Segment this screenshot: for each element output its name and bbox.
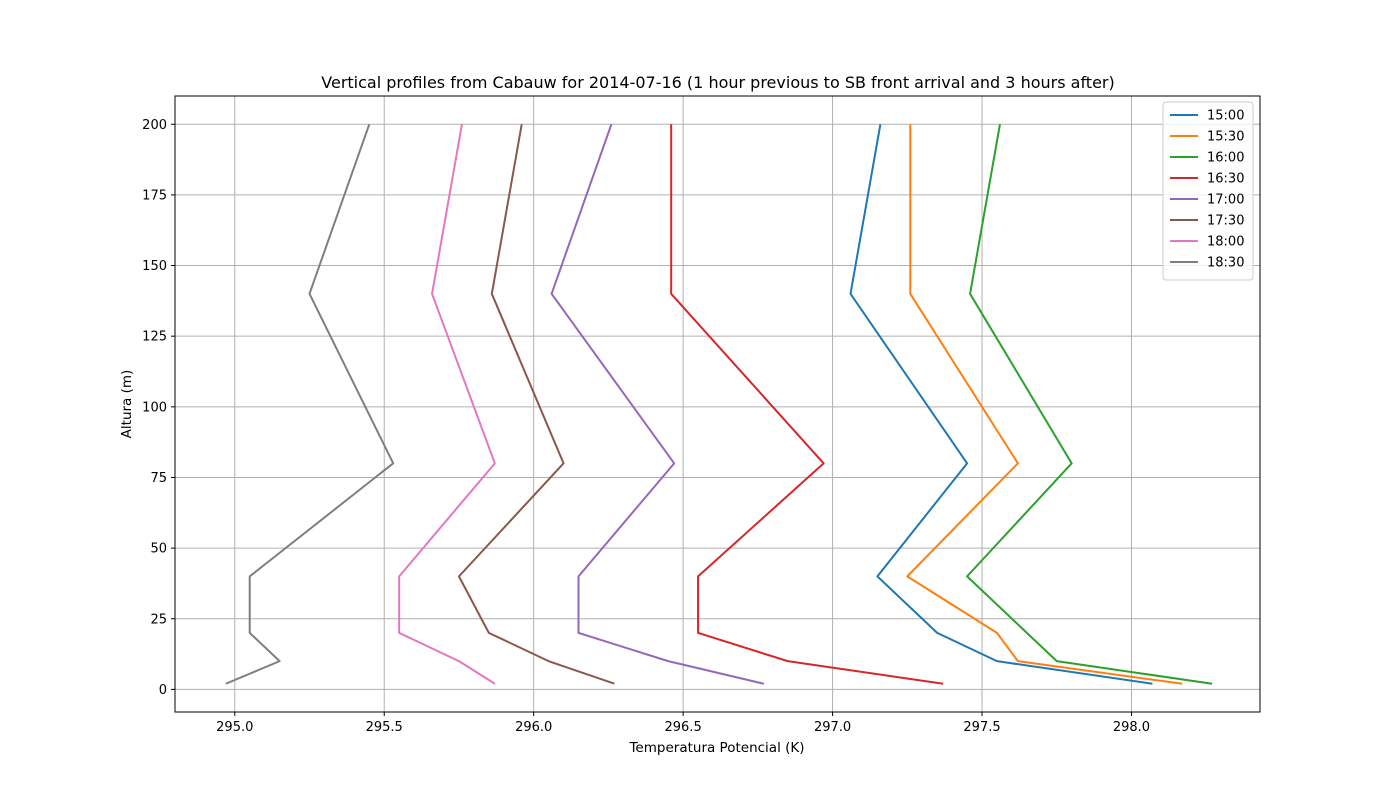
y-tick-label: 25 — [150, 612, 167, 627]
x-tick-label: 298.0 — [1113, 720, 1150, 735]
legend: 15:00 15:30 16:00 16:30 17:00 17:30 18:00 18:30 — [1162, 101, 1254, 281]
y-tick-label: 75 — [150, 471, 167, 486]
legend-entry: 18:30 — [1207, 256, 1244, 271]
series-line-1830 — [225, 123, 395, 685]
x-axis-label: Temperatura Potencial (K) — [628, 740, 804, 756]
series-line-1530 — [906, 124, 1183, 685]
y-axis-label: Altura (m) — [119, 370, 135, 439]
series-line-1800 — [398, 124, 496, 685]
y-tick-label: 200 — [142, 118, 167, 133]
series-line-1500 — [849, 124, 1153, 685]
legend-entry: 17:30 — [1207, 214, 1244, 229]
x-tick-label: 296.0 — [515, 720, 552, 735]
legend-entry: 16:30 — [1207, 172, 1244, 187]
y-tick-label: 50 — [150, 542, 167, 557]
chart-title: Vertical profiles from Cabauw for 2014-0… — [321, 73, 1114, 92]
legend-box — [1162, 101, 1254, 281]
legend-entry: 16:00 — [1207, 151, 1244, 166]
legend-entry: 17:00 — [1207, 193, 1244, 208]
x-tick-label: 296.5 — [665, 720, 702, 735]
grid — [175, 96, 1260, 712]
series-group — [225, 123, 1213, 685]
x-tick-label: 297.5 — [963, 720, 1000, 735]
ticks: 295.0 295.5 296.0 296.5 297.0 297.5 298.0 0 25 50… — [142, 118, 1150, 735]
x-tick-label: 295.0 — [216, 720, 253, 735]
series-line-1600 — [966, 124, 1213, 685]
y-tick-label: 125 — [142, 330, 167, 345]
x-tick-label: 297.0 — [814, 720, 851, 735]
legend-entry: 15:30 — [1207, 130, 1244, 145]
series-line-1630 — [670, 124, 944, 685]
y-tick-label: 100 — [142, 400, 167, 415]
y-tick-label: 150 — [142, 259, 167, 274]
y-tick-label: 0 — [159, 683, 167, 698]
legend-entry: 15:00 — [1207, 109, 1244, 124]
y-tick-label: 175 — [142, 188, 167, 203]
axes-frame — [174, 95, 1261, 713]
series-line-1700 — [550, 123, 765, 685]
series-line-1730 — [457, 124, 615, 685]
x-tick-label: 295.5 — [366, 720, 403, 735]
legend-entry: 18:00 — [1207, 235, 1244, 250]
